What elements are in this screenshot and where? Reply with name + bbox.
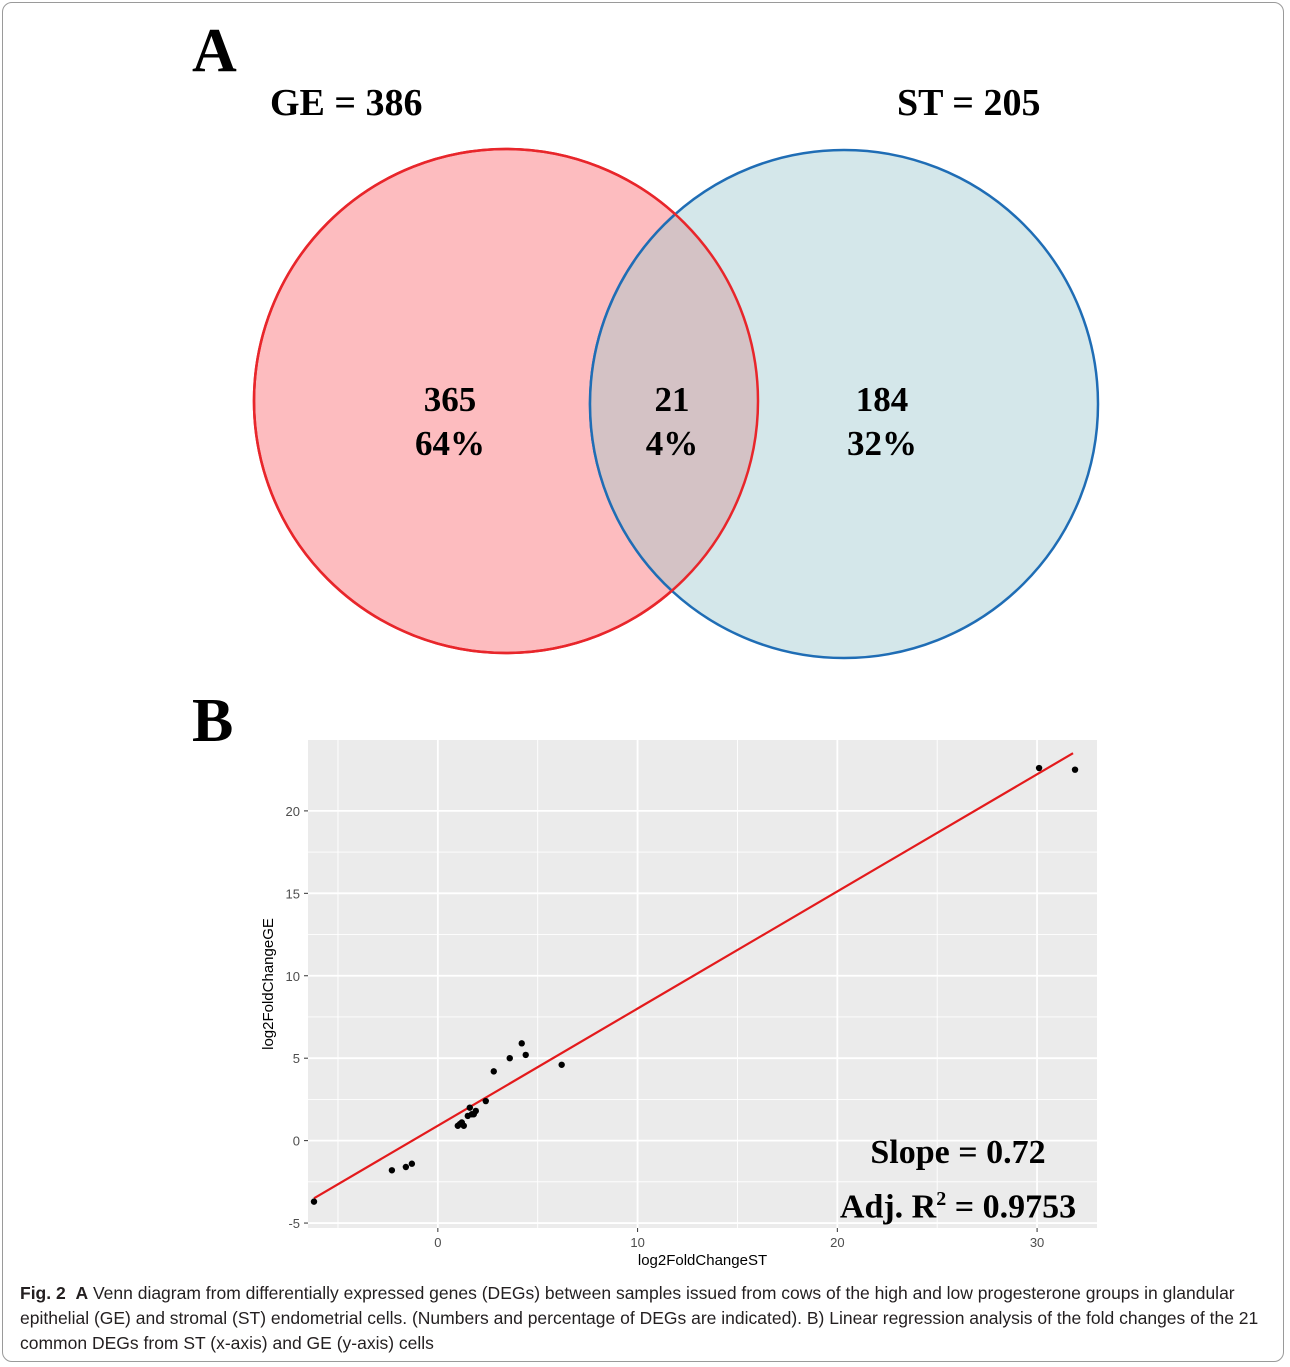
data-point	[1035, 764, 1043, 772]
adj-r2-text: Adj. R2 = 0.9753	[838, 1176, 1078, 1230]
caption-text: Venn diagram from differentially express…	[20, 1283, 1259, 1353]
ge-set-label: GE = 386	[270, 82, 423, 124]
ge-only-region-label: 365 64%	[380, 378, 520, 466]
x-tick-label: 30	[1030, 1235, 1044, 1250]
plot-panel	[308, 740, 1097, 1228]
y-axis-label: log2FoldChangeGE	[260, 918, 277, 1050]
y-tick-label: 5	[293, 1051, 300, 1066]
data-point	[558, 1061, 565, 1068]
r2-suffix: = 0.9753	[946, 1188, 1077, 1226]
overlap-count: 21	[654, 380, 690, 419]
venn-diagram	[252, 147, 1100, 660]
st-set-label: ST = 205	[897, 82, 1041, 124]
scatter-plot: 0 10 20 30 -5 0 5 10 15 20 log2FoldChangeST log2Fol…	[260, 740, 1097, 1269]
data-point	[482, 1097, 489, 1105]
ge-circle-outline	[252, 147, 760, 655]
y-tick-label: -5	[288, 1216, 300, 1231]
st-only-percent: 32%	[847, 424, 917, 463]
overlap-percent: 4%	[645, 424, 699, 463]
data-point	[388, 1167, 396, 1174]
data-point	[466, 1104, 473, 1111]
slope-text: Slope = 0.72	[870, 1134, 1046, 1171]
data-point	[518, 1040, 525, 1047]
overlap-region-label: 21 4%	[602, 378, 742, 466]
y-tick-label: 10	[286, 969, 300, 984]
regression-line	[313, 752, 1074, 1200]
data-point	[310, 1198, 318, 1205]
data-point	[402, 1163, 410, 1171]
st-circle-outline	[588, 149, 758, 653]
st-only-region-label: 184 32%	[812, 378, 952, 466]
data-point	[408, 1160, 416, 1167]
data-point	[506, 1054, 513, 1062]
ge-only-count: 365	[423, 380, 477, 419]
data-point	[522, 1051, 529, 1059]
caption-fig-label: Fig. 2	[20, 1283, 66, 1303]
data-point	[490, 1068, 497, 1075]
panel-a-letter: A	[192, 17, 237, 85]
overlap-region	[590, 150, 758, 653]
x-tick-label: 10	[630, 1235, 644, 1250]
x-axis-label: log2FoldChangeST	[638, 1252, 767, 1269]
caption-a-label: A	[75, 1283, 89, 1303]
y-tick-label: 20	[286, 804, 300, 819]
x-tick-label: 0	[434, 1235, 441, 1250]
st-only-count: 184	[855, 380, 909, 419]
y-tick-label: 15	[286, 886, 300, 901]
figure-caption: Fig. 2 A Venn diagram from differentiall…	[20, 1281, 1270, 1356]
panel-b-letter: B	[192, 687, 234, 755]
regression-stats: Slope = 0.72 Adj. R2 = 0.9753	[838, 1130, 1078, 1230]
r2-superscript: 2	[936, 1188, 947, 1210]
ge-only-percent: 64%	[415, 424, 485, 463]
r2-prefix: Adj. R	[839, 1188, 937, 1226]
data-point	[472, 1107, 479, 1115]
x-tick-label: 20	[830, 1235, 844, 1250]
data-point	[1071, 766, 1079, 773]
y-tick-label: 0	[293, 1134, 300, 1149]
data-point	[460, 1122, 468, 1129]
